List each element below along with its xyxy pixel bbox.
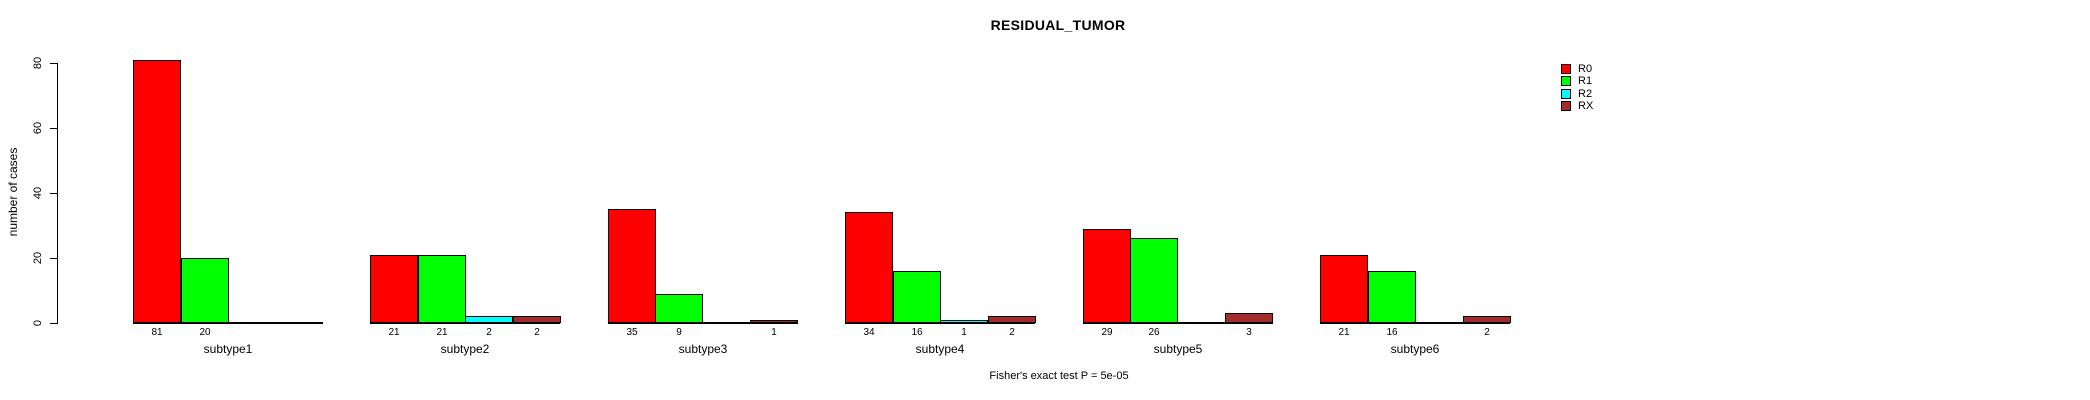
y-axis-label: number of cases: [6, 147, 20, 237]
x-category-label: subtype5: [1153, 342, 1203, 356]
y-axis-line: [57, 63, 58, 324]
legend-label: RX: [1578, 99, 1594, 112]
bar-value-label: 1: [961, 327, 967, 338]
legend-label: R0: [1578, 63, 1593, 75]
legend-label: R1: [1578, 75, 1593, 88]
y-axis-tick-label: 0: [32, 319, 44, 327]
bar-rx-subtype6: [1463, 316, 1511, 323]
bar-value-label: 2: [534, 327, 540, 338]
legend-swatch-rx: [1561, 100, 1571, 111]
legend-label: R2: [1578, 87, 1593, 100]
bar-value-label: 29: [1101, 327, 1113, 338]
chart-title: RESIDUAL_TUMOR: [990, 17, 1126, 33]
group-baseline: [1083, 322, 1273, 324]
bar-value-label: 21: [436, 327, 448, 338]
bar-r2-subtype2: [465, 316, 513, 323]
bar-r0-subtype1: [133, 60, 181, 323]
bar-r0-subtype4: [845, 212, 893, 323]
group-baseline: [133, 322, 323, 324]
group-baseline: [1320, 322, 1510, 324]
bar-value-label: 26: [1148, 327, 1160, 338]
y-axis-tick: [50, 193, 57, 194]
bar-r1-subtype1: [181, 258, 229, 323]
x-category-label: subtype2: [440, 342, 490, 356]
bar-r0-subtype6: [1320, 255, 1368, 323]
bar-r0-subtype2: [370, 255, 418, 323]
bar-value-label: 20: [199, 327, 211, 338]
y-axis-tick-label: 80: [32, 56, 44, 70]
bar-value-label: 2: [1009, 327, 1015, 338]
legend-swatch-r1: [1561, 76, 1571, 87]
bar-r0-subtype3: [608, 209, 656, 323]
bar-rx-subtype4: [988, 316, 1036, 323]
legend-swatch-r0: [1561, 64, 1571, 74]
bar-value-label: 2: [1484, 327, 1490, 338]
y-axis-tick: [50, 63, 57, 64]
bar-r0-subtype5: [1083, 229, 1131, 323]
bar-value-label: 35: [626, 327, 638, 338]
bar-rx-subtype2: [513, 316, 561, 323]
x-category-label: subtype1: [203, 342, 253, 356]
bar-value-label: 9: [676, 327, 682, 338]
bar-value-label: 34: [863, 327, 875, 338]
bar-r2-subtype4: [940, 320, 988, 323]
bar-value-label: 21: [1338, 327, 1350, 338]
legend-swatch-r2: [1561, 88, 1571, 99]
bar-r1-subtype3: [655, 294, 703, 323]
group-baseline: [845, 322, 1035, 324]
y-axis-tick: [50, 128, 57, 129]
bar-value-label: 3: [1246, 327, 1252, 338]
x-category-label: subtype4: [915, 342, 965, 356]
y-axis-tick-label: 20: [32, 251, 44, 265]
footer-annotation: Fisher's exact test P = 5e-05: [989, 370, 1129, 382]
group-baseline: [370, 322, 560, 324]
y-axis-tick: [50, 258, 57, 259]
bar-r1-subtype6: [1368, 271, 1416, 323]
x-category-label: subtype3: [678, 342, 728, 356]
x-category-label: subtype6: [1390, 342, 1440, 356]
bar-r1-subtype5: [1130, 238, 1178, 323]
bar-value-label: 16: [911, 327, 923, 338]
group-baseline: [608, 322, 798, 324]
y-axis-tick-label: 40: [32, 186, 44, 200]
bar-rx-subtype3: [750, 320, 798, 323]
bar-value-label: 2: [486, 327, 492, 338]
bar-value-label: 1: [771, 327, 777, 338]
bar-rx-subtype5: [1225, 313, 1273, 323]
bar-value-label: 16: [1386, 327, 1398, 338]
bar-r1-subtype2: [418, 255, 466, 323]
bar-r1-subtype4: [893, 271, 941, 323]
y-axis-tick: [50, 323, 57, 324]
y-axis-tick-label: 60: [32, 121, 44, 135]
bar-value-label: 21: [388, 327, 400, 338]
bar-value-label: 81: [151, 327, 163, 338]
